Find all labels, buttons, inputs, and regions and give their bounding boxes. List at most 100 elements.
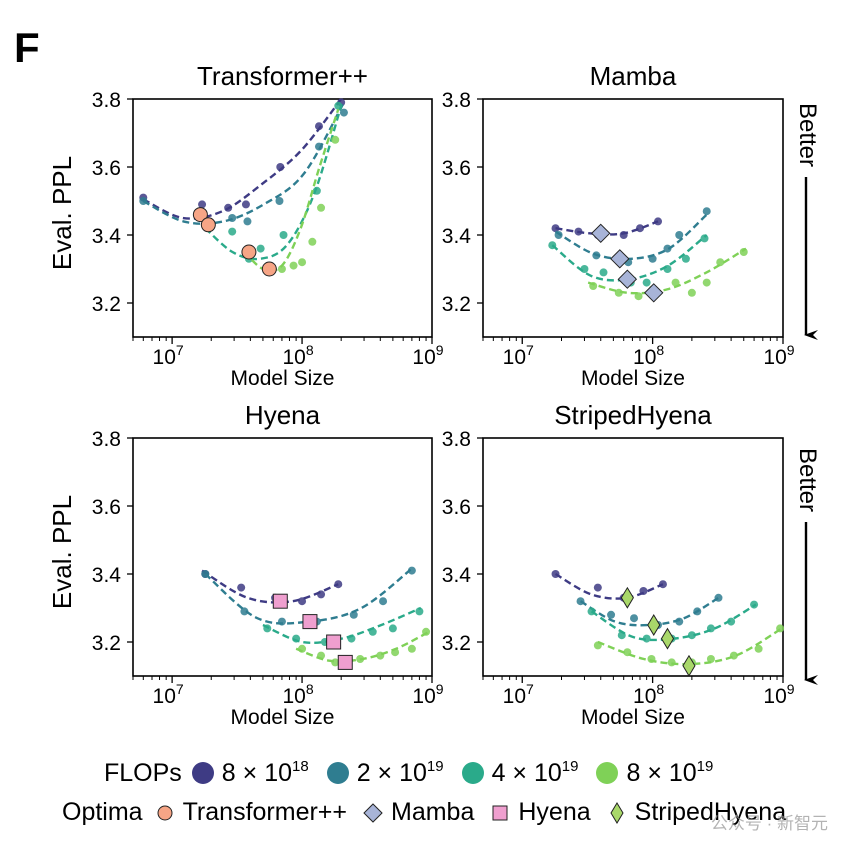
legend-marker-icon [363, 802, 383, 823]
data-point-series-3 [634, 292, 643, 301]
data-point-series-1 [702, 207, 711, 216]
legend-flops-item: 4 × 1019 [461, 758, 579, 788]
data-point-series-1 [693, 607, 702, 616]
y-tick-label: 3.4 [92, 564, 122, 587]
legend-marker [492, 805, 508, 820]
legend-flops-label: 8 × 1019 [626, 758, 714, 787]
data-point-series-2 [681, 254, 690, 263]
data-point-series-1 [407, 566, 416, 575]
data-point-series-3 [376, 651, 385, 660]
chart-panel-3: StripedHyena 3.2 3.4 3.6 3.8 107 108 109 Model S… [442, 400, 795, 729]
data-point-series-0 [551, 570, 560, 578]
fit-curve-series-1 [142, 101, 345, 225]
x-axis-label: Model Size [231, 367, 335, 390]
data-point-series-3 [754, 644, 763, 653]
data-point-series-1 [275, 197, 284, 205]
x-axis-label: Model Size [581, 706, 685, 729]
data-point-series-2 [700, 234, 709, 243]
data-point-series-3 [706, 655, 715, 663]
data-point-series-1 [201, 570, 210, 578]
data-point-series-3 [776, 624, 785, 633]
plot-frame [132, 437, 433, 677]
data-point-series-0 [276, 163, 285, 171]
data-point-series-1 [349, 610, 358, 619]
y-tick-label: 3.2 [442, 293, 471, 316]
optimum-marker [326, 634, 342, 650]
optimum-marker [272, 593, 288, 609]
data-point-series-2 [312, 186, 321, 195]
data-point-series-3 [317, 203, 326, 212]
data-point-series-2 [706, 624, 715, 633]
data-point-series-0 [237, 583, 246, 592]
y-axis-label: Eval. PPL [47, 495, 77, 609]
data-point-series-1 [379, 597, 388, 606]
y-tick-label: 3.6 [442, 496, 471, 519]
legend-flops-item: 8 × 1019 [596, 758, 713, 788]
chart-title: Transformer++ [197, 61, 368, 91]
legend-flops-exponent: 19 [561, 758, 579, 775]
legend-flops-title: FLOPs [104, 758, 182, 787]
legend-marker-icon [492, 805, 508, 820]
legend-swatch [191, 762, 214, 784]
data-point-series-2 [292, 634, 301, 643]
legend-flops-exponent: 19 [696, 758, 714, 775]
plot-frame [482, 98, 784, 338]
optimum-marker [647, 614, 661, 636]
data-point-series-1 [648, 254, 657, 263]
x-tick-label: 109 [412, 681, 443, 708]
data-point-series-2 [263, 624, 272, 633]
data-point-series-3 [317, 651, 326, 660]
y-tick-label: 3.4 [442, 564, 472, 587]
data-point-series-0 [314, 122, 323, 131]
data-point-series-0 [635, 224, 644, 233]
legend-marker [363, 802, 383, 823]
legend-optima-label: Hyena [518, 798, 591, 826]
data-point-series-2 [279, 231, 288, 239]
data-point-series-0 [654, 217, 663, 226]
data-point-series-2 [347, 634, 356, 643]
data-point-series-3 [739, 248, 748, 256]
legend-flops-row: FLOPs 8 × 1018 2 × 1019 4 × 1019 8 × 1019 [104, 758, 731, 788]
data-point-series-3 [623, 648, 632, 657]
x-tick-label: 107 [503, 342, 534, 369]
data-point-series-2 [334, 101, 343, 110]
data-point-series-0 [224, 203, 233, 212]
fit-curve-series-2 [262, 606, 422, 645]
data-point-series-1 [714, 593, 723, 602]
better-arrow-1: Better [794, 448, 821, 685]
data-point-series-3 [289, 261, 298, 270]
data-point-series-2 [663, 265, 672, 273]
data-point-series-2 [587, 607, 596, 616]
data-point-series-1 [554, 231, 563, 239]
x-tick-label: 108 [282, 681, 313, 708]
y-tick-label: 3.2 [442, 632, 471, 655]
data-point-series-2 [617, 631, 626, 640]
data-point-series-0 [551, 224, 560, 233]
data-point-series-1 [314, 142, 323, 151]
data-point-series-2 [548, 241, 557, 250]
y-tick-label: 3.8 [92, 89, 121, 112]
x-tick-label: 107 [153, 342, 184, 369]
legend: FLOPs 8 × 1018 2 × 1019 4 × 1019 8 × 1019 O… [0, 748, 856, 858]
x-tick-label: 107 [503, 681, 534, 708]
legend-marker-icon [157, 805, 173, 820]
optimum-marker [192, 207, 208, 223]
data-point-series-2 [388, 624, 397, 633]
data-point-series-1 [139, 197, 148, 205]
data-point-series-2 [687, 631, 696, 640]
y-tick-label: 3.6 [92, 496, 121, 519]
x-axis-label: Model Size [231, 706, 335, 729]
figure-canvas: Transformer++ 3.2 3.4 3.6 3.8 107 108 109 Model … [47, 61, 821, 729]
x-tick-label: 109 [412, 342, 443, 369]
y-tick-label: 3.6 [442, 157, 471, 180]
optimum-marker [591, 223, 611, 244]
data-point-series-1 [277, 617, 286, 626]
legend-flops-label: 8 × 1018 [221, 758, 309, 787]
y-tick-label: 3.8 [92, 428, 121, 451]
y-tick-label: 3.4 [442, 225, 472, 248]
chart-panel-1: Mamba 3.2 3.4 3.6 3.8 107 108 109 Model Size [442, 61, 795, 390]
data-point-series-3 [716, 258, 725, 267]
legend-swatch [326, 762, 349, 784]
y-tick-label: 3.4 [92, 225, 122, 248]
panel-letter: F [14, 24, 40, 71]
